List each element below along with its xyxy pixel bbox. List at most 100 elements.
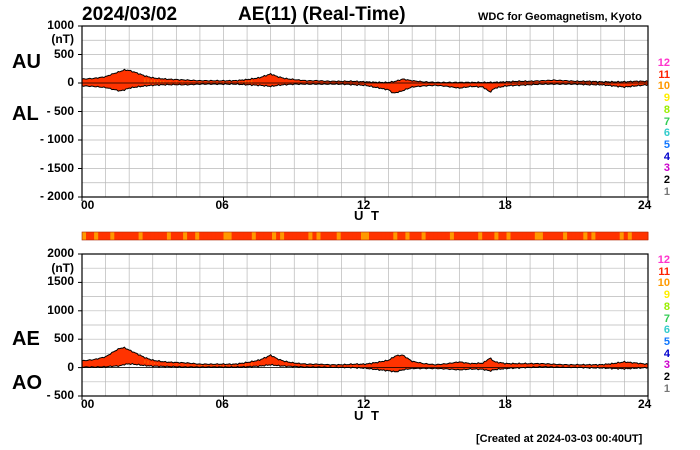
y-tick-label: 0 [67,359,74,374]
color-band-strip [142,232,148,240]
station-count-label: 11 [658,68,670,81]
x-tick-label: 06 [215,397,229,411]
y-tick-label: 1500 [47,274,74,289]
color-band-strip [385,232,390,240]
color-band-strip [413,232,418,240]
color-band-strip [195,232,200,240]
color-band-strip [268,232,273,240]
color-band-strip [179,232,184,240]
color-band-strip [377,232,382,240]
color-band-strip [401,232,406,240]
color-band-strip [639,232,645,240]
color-band-strip [567,232,572,240]
color-band-strip [546,232,552,240]
color-band-strip [122,232,127,240]
color-band-strip [219,232,224,240]
color-band-strip [356,232,362,240]
color-band-strip [263,232,269,240]
color-band-strip [486,232,491,240]
color-band-strip [90,232,95,240]
color-band-strip [227,232,232,240]
color-band-strip [425,232,431,240]
color-band-strip [255,232,261,240]
color-band-strip [534,232,540,240]
color-band-strip [482,232,487,240]
color-band-strip [397,232,402,240]
color-band-strip [631,232,637,240]
x-tick-label: 12 [357,198,371,212]
color-band-strip [300,232,305,240]
x-tick-label: 18 [498,198,512,212]
color-band-strip [518,232,524,240]
color-band-strip [417,232,423,240]
series-line-al [81,83,649,94]
color-band-strip [324,232,330,240]
x-tick-label: 24 [638,397,652,411]
color-band-strip [575,232,580,240]
color-band-strip [587,232,592,240]
station-count-label: 5 [663,335,670,348]
station-count-label: 1 [663,382,670,395]
color-band-strip [259,232,265,240]
color-band-strip [365,232,370,240]
color-band-strip [223,232,228,240]
color-band-strip [449,232,455,240]
station-count-label: 9 [663,289,670,302]
y-tick-label: - 1500 [39,160,74,175]
color-band-strip [409,232,414,240]
station-count-label: 1 [663,185,670,198]
color-band-strip [635,232,641,240]
color-band-strip [231,232,237,240]
date-label: 2024/03/02 [82,4,178,25]
station-count-label: 12 [657,254,670,266]
y-tick-label: 0 [67,75,74,89]
panel2-bottom-label: AO [12,372,42,394]
x-tick-label: 00 [81,198,95,212]
x-tick-label: 00 [81,397,95,411]
color-band-strip [405,232,410,240]
color-band-strip [538,232,544,240]
color-band-strip [304,232,309,240]
color-band-strip [170,232,176,240]
color-band-strip [381,232,386,240]
color-band-strip [583,232,588,240]
color-band-strip [211,232,216,240]
color-band-strip [175,232,180,240]
station-count-label: 7 [663,115,670,128]
color-band-strip [591,232,596,240]
color-band-strip [352,232,358,240]
color-band-strip [369,232,374,240]
color-band-strip [502,232,507,240]
color-band-strip [623,232,629,240]
color-band-strip [619,232,625,240]
color-band-strip [462,232,467,240]
color-band-strip [615,232,621,240]
y-tick-label: 1000 [47,18,74,32]
station-count-label: 10 [657,80,670,93]
color-band-strip [453,232,459,240]
chart-title: AE(11) (Real-Time) [238,4,406,25]
color-band-strip [183,232,188,240]
color-band-strip [146,232,152,240]
station-count-label: 6 [663,324,670,337]
panel1-top-label: AU [12,51,41,73]
panel2-top-label: AE [12,328,40,350]
color-band-strip [134,232,140,240]
color-band-strip [247,232,253,240]
color-band-strip [421,232,427,240]
station-count-label: 12 [657,57,670,69]
color-band-strip [478,232,483,240]
x-tick-label: 12 [357,397,371,411]
station-count-label: 11 [658,265,670,278]
color-band-strip [86,232,91,240]
color-band-strip [316,232,321,240]
station-count-label: 2 [663,174,670,186]
color-band-strip [466,232,471,240]
y-tick-label: - 500 [46,388,74,402]
station-count-label: 10 [657,277,670,290]
color-band-strip [138,232,144,240]
color-band-strip [429,232,435,240]
color-band-strip [187,232,192,240]
x-tick-label: 06 [215,198,229,212]
color-band-strip [433,232,439,240]
